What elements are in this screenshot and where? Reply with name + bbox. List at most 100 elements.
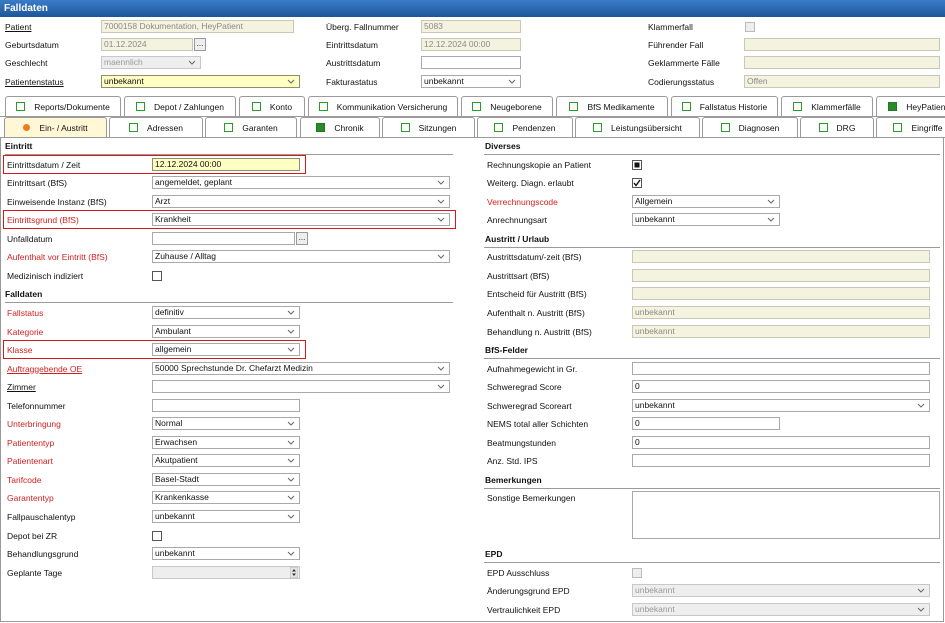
field-label[interactable]: Zimmer bbox=[7, 382, 36, 393]
text-input[interactable]: unbekannt bbox=[632, 305, 930, 319]
text-input[interactable]: Offen bbox=[744, 75, 940, 88]
text-input[interactable]: 0 bbox=[632, 435, 930, 449]
checkbox[interactable] bbox=[152, 270, 162, 281]
date-picker-button[interactable]: ... bbox=[296, 231, 308, 245]
section-title: Austritt / Urlaub bbox=[485, 233, 550, 244]
dropdown-arrow bbox=[287, 347, 295, 352]
field-value: unbekannt bbox=[635, 585, 675, 596]
select-box[interactable]: Allgemein bbox=[632, 194, 780, 208]
field-label: Vertraulichkeit EPD bbox=[487, 604, 561, 615]
section-rule bbox=[484, 487, 940, 489]
field-label[interactable]: Patientenstatus bbox=[5, 77, 64, 87]
text-input[interactable] bbox=[744, 56, 940, 69]
select-box[interactable]: Krankenkasse bbox=[152, 491, 300, 505]
dropdown-arrow bbox=[437, 180, 445, 185]
section-title: Eintritt bbox=[5, 141, 33, 151]
select-box[interactable]: unbekannt bbox=[632, 213, 780, 227]
text-input[interactable]: 5083 bbox=[421, 20, 521, 33]
text-input[interactable] bbox=[632, 287, 930, 301]
text-input[interactable] bbox=[152, 398, 300, 412]
select-box[interactable]: unbekannt bbox=[101, 75, 300, 88]
field-value: 7000158 Dokumentation, HeyPatient bbox=[104, 21, 243, 31]
select-box[interactable]: unbekannt bbox=[152, 510, 300, 523]
tab[interactable]: Depot / Zahlungen bbox=[124, 96, 236, 116]
dropdown-arrow bbox=[437, 366, 445, 371]
field-label[interactable]: Patient bbox=[5, 22, 32, 32]
text-input[interactable]: 7000158 Dokumentation, HeyPatient bbox=[101, 20, 294, 33]
section-rule bbox=[5, 154, 453, 155]
check-fill bbox=[634, 162, 640, 168]
field-label: Fallpauschalentyp bbox=[7, 512, 76, 522]
tab[interactable]: Leistungsübersicht bbox=[575, 117, 700, 137]
select-box[interactable]: angemeldet, geplant bbox=[152, 176, 450, 190]
field-value: Offen bbox=[747, 76, 768, 86]
tab[interactable]: HeyPatient bbox=[876, 96, 945, 116]
text-input[interactable] bbox=[632, 361, 930, 375]
tab[interactable]: BfS Medikamente bbox=[556, 96, 668, 116]
select-box[interactable]: unbekannt bbox=[421, 75, 521, 88]
checkbox[interactable] bbox=[632, 178, 642, 189]
tab[interactable]: Konto bbox=[239, 96, 305, 116]
tab-baseline bbox=[0, 137, 945, 138]
tab[interactable]: DRG bbox=[800, 117, 874, 137]
tab[interactable]: Kommunikation Versicherung bbox=[308, 96, 458, 116]
date-picker-button[interactable]: ... bbox=[194, 38, 206, 51]
tab[interactable]: Eingriffe bbox=[876, 117, 945, 137]
select-box[interactable]: unbekannt bbox=[632, 398, 930, 412]
tab[interactable]: Pendenzen bbox=[477, 117, 573, 137]
section-rule bbox=[484, 246, 940, 248]
select-box[interactable]: Krankheit bbox=[152, 213, 450, 227]
text-input[interactable] bbox=[632, 454, 930, 468]
text-input[interactable]: 12.12.2024 00:00 bbox=[421, 38, 521, 51]
field-value: unbekannt bbox=[635, 306, 675, 317]
tab[interactable]: Klammerfälle bbox=[781, 96, 873, 116]
tab[interactable]: Diagnosen bbox=[702, 117, 798, 137]
field-value: Erwachsen bbox=[155, 436, 198, 447]
select-box[interactable]: Akutpatient bbox=[152, 454, 300, 468]
select-box[interactable]: Arzt bbox=[152, 194, 450, 208]
select-box[interactable]: definitiv bbox=[152, 305, 300, 319]
field-label[interactable]: Auftraggebende OE bbox=[7, 363, 83, 374]
text-input[interactable] bbox=[632, 250, 930, 264]
tab-label: Eingriffe bbox=[911, 122, 943, 133]
tab[interactable]: Adressen bbox=[109, 117, 203, 137]
checkbox[interactable] bbox=[632, 159, 642, 170]
select-box[interactable]: Erwachsen bbox=[152, 435, 300, 449]
text-area[interactable] bbox=[632, 491, 940, 540]
text-input[interactable]: 12.12.2024 00:00 bbox=[152, 157, 300, 171]
tab[interactable]: Ein- / Austritt bbox=[4, 117, 107, 137]
section-rule bbox=[484, 154, 940, 155]
tab[interactable]: Fallstatus Historie bbox=[671, 96, 778, 116]
text-input[interactable] bbox=[632, 268, 930, 282]
select-box[interactable]: Ambulant bbox=[152, 324, 300, 338]
tab[interactable]: Reports/Dokumente bbox=[5, 96, 121, 116]
tab-icon bbox=[793, 102, 803, 111]
select-box[interactable]: allgemein bbox=[152, 343, 300, 357]
text-input[interactable]: unbekannt bbox=[632, 324, 930, 338]
tab[interactable]: Neugeborene bbox=[461, 96, 553, 116]
select-box[interactable]: Normal bbox=[152, 417, 300, 431]
number-input bbox=[152, 565, 300, 579]
select-box[interactable]: Zuhause / Alltag bbox=[152, 250, 450, 264]
field-label: Eintrittsdatum bbox=[326, 40, 378, 50]
field-label: Änderungsgrund EPD bbox=[487, 586, 570, 597]
field-label: NEMS total aller Schichten bbox=[487, 419, 589, 430]
field-label: EPD Ausschluss bbox=[487, 567, 550, 578]
select-box[interactable] bbox=[152, 380, 450, 394]
text-input[interactable] bbox=[152, 231, 295, 245]
text-input[interactable]: 01.12.2024 bbox=[101, 38, 193, 51]
tab[interactable]: Garanten bbox=[205, 117, 297, 137]
select-box[interactable]: unbekannt bbox=[152, 547, 300, 561]
tab[interactable]: Sitzungen bbox=[382, 117, 475, 137]
tab-label: DRG bbox=[836, 122, 856, 133]
dropdown-arrow bbox=[437, 254, 445, 260]
select-box[interactable]: Basel-Stadt bbox=[152, 472, 300, 486]
text-input[interactable] bbox=[744, 38, 940, 51]
text-input[interactable]: 0 bbox=[632, 380, 930, 394]
checkbox[interactable] bbox=[152, 530, 162, 541]
text-input[interactable]: 0 bbox=[632, 417, 780, 431]
select-box[interactable]: 50000 Sprechstunde Dr. Chefarzt Medizin bbox=[152, 361, 450, 375]
tab[interactable]: Chronik bbox=[300, 117, 380, 137]
text-input[interactable] bbox=[421, 56, 521, 69]
field-label: Patiententyp bbox=[7, 437, 55, 448]
